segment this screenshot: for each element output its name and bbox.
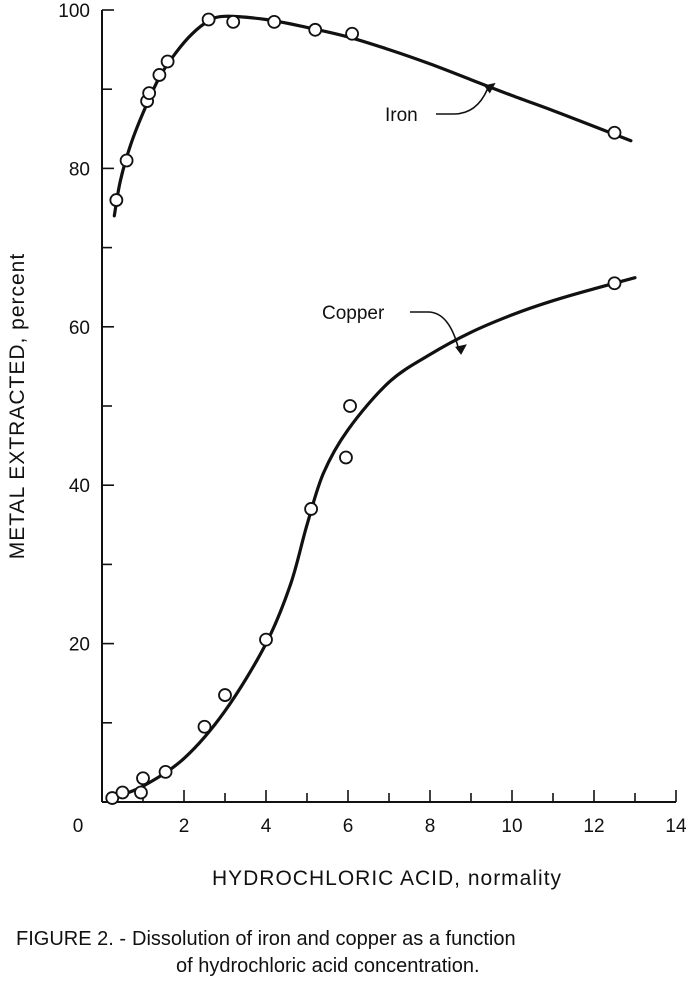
y-tick-label: 60 [69,318,90,339]
iron-data-point [142,86,157,101]
y-tick-label: 40 [69,476,90,497]
iron-curve [112,14,633,218]
copper-data-point [158,765,173,779]
copper-curve [112,276,637,799]
x-tick-label: 12 [583,816,604,837]
copper-leader-line [410,311,460,351]
x-tick-label: 10 [501,816,522,837]
copper-data-point [134,785,148,800]
x-tick-label: 8 [425,816,436,837]
iron-leader-arrowhead [483,82,496,94]
iron-data-point [607,125,622,140]
copper-data-point [197,719,212,734]
iron-data-point [201,12,216,27]
iron-data-point [267,14,282,29]
iron-data-point [152,68,167,82]
copper-data-point [115,785,130,800]
caption-prefix: FIGURE 2. - [16,928,127,950]
axes: 20 40 60 80 100 0 2 4 6 8 10 12 14 HYDROCHLORIC ACID,… [6,1,687,890]
iron-data-point [226,14,241,29]
y-tick-label: 80 [69,159,90,180]
iron-data-point [345,26,360,41]
iron-leader-line [436,88,489,115]
copper-data-point [304,502,319,516]
caption-line-1: FIGURE 2. - Dissolution of iron and coppe… [16,926,686,953]
iron-data-point [109,193,124,207]
copper-data-point [339,450,353,465]
copper-series-label: Copper [322,303,385,324]
x-axis-title: HYDROCHLORIC ACID, normality [212,867,562,890]
copper-data-point [343,399,357,413]
series-labels: Iron Copper [322,82,496,355]
y-tick-label: 20 [69,635,90,656]
copper-data-point [259,632,273,647]
copper-leader-arrowhead [455,344,467,355]
copper-data-point [105,791,120,805]
x-tick-label: 2 [179,816,190,837]
iron-series-label: Iron [385,105,418,126]
iron-data-point [119,153,134,168]
data-markers [105,12,622,805]
iron-data-point [160,54,175,69]
caption-text-1: Dissolution of iron and copper as a func… [132,928,516,950]
series-curves [112,14,637,799]
y-tick-label: 100 [58,1,90,22]
copper-data-point [607,276,622,291]
copper-data-point [136,771,150,786]
figure-caption: FIGURE 2. - Dissolution of iron and coppe… [16,926,686,980]
x-tick-label: 14 [665,816,687,837]
x-tick-label: 4 [261,816,272,837]
caption-line-2: of hydrochloric acid concentration. [176,955,480,977]
y-axis-title: METAL EXTRACTED, percent [6,253,29,559]
copper-data-point [218,688,232,702]
x-tick-label: 0 [73,816,84,837]
x-tick-label: 6 [343,816,354,837]
iron-data-point [308,22,323,37]
